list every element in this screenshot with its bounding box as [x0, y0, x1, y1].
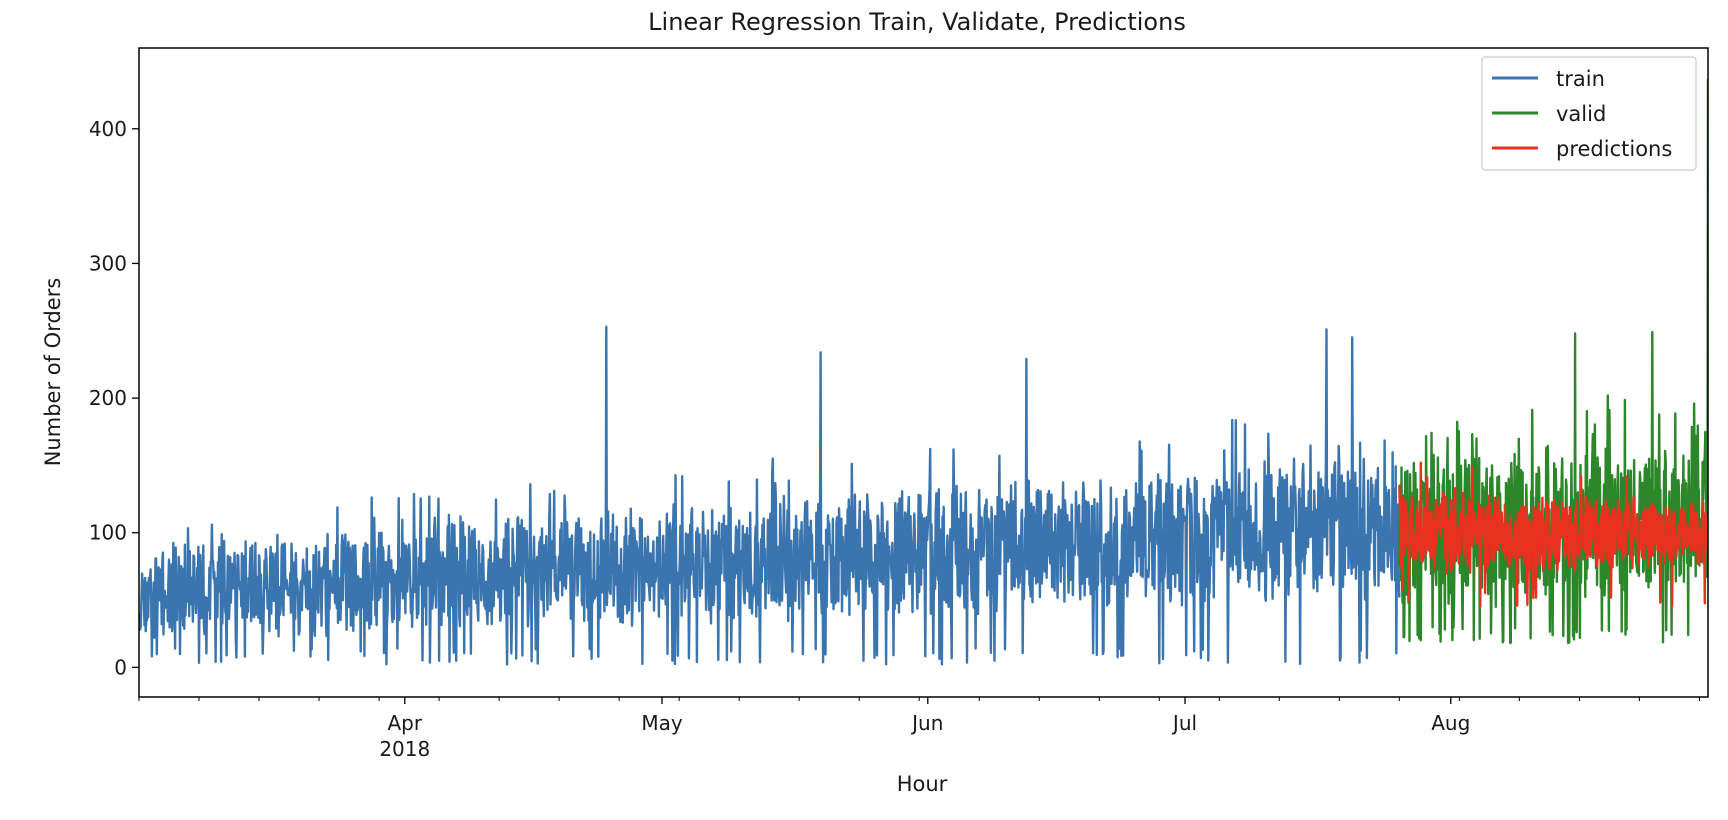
plot-frame: [138, 47, 1709, 698]
y-tick-label: 400: [89, 117, 127, 141]
x-tick-label: Jul: [1171, 711, 1197, 735]
legend: train valid predictions: [1481, 56, 1697, 171]
x-tick-label: May: [641, 711, 683, 735]
x-tick-sublabel: 2018: [379, 737, 430, 761]
series-layer: [139, 78, 1708, 666]
x-tick-label: Aug: [1431, 711, 1470, 735]
legend-label-train: train: [1556, 67, 1605, 91]
legend-label-predictions: predictions: [1556, 137, 1672, 161]
x-axis-label: Hour: [897, 772, 948, 796]
y-tick-label: 300: [89, 251, 127, 275]
series-line-train: [139, 325, 1401, 666]
y-tick-label: 200: [89, 386, 127, 410]
y-axis-label: Number of Orders: [41, 278, 65, 467]
legend-box: [1481, 56, 1697, 171]
y-axis: 0 100 200 300 400: [89, 117, 139, 679]
series-line-predictions: [1398, 461, 1708, 608]
x-tick-label: Apr: [387, 711, 422, 735]
x-tick-label: Jun: [910, 711, 943, 735]
y-tick-label: 100: [89, 521, 127, 545]
chart-title: Linear Regression Train, Validate, Predi…: [648, 8, 1186, 36]
legend-label-valid: valid: [1556, 102, 1606, 126]
y-tick-label: 0: [114, 655, 127, 679]
